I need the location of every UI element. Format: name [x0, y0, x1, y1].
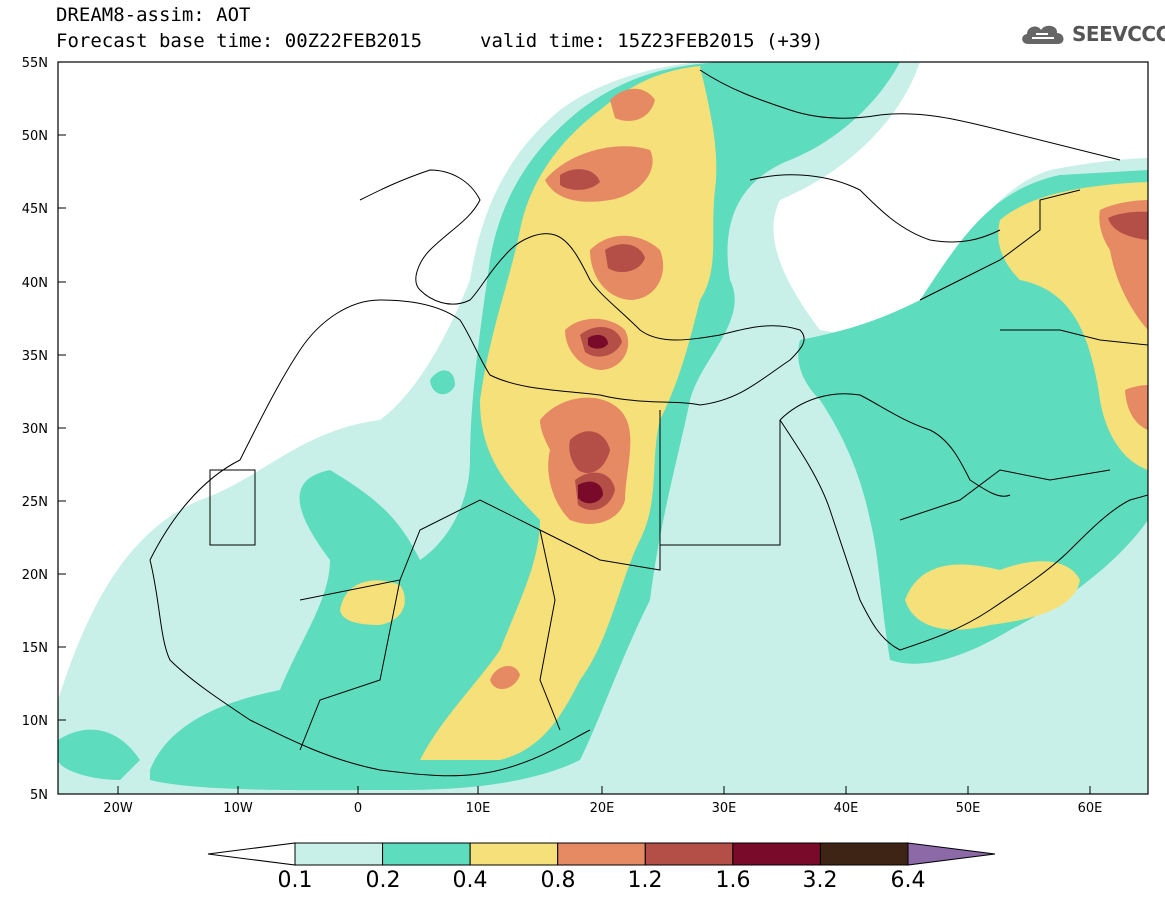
legend-label-3.2: 3.2	[802, 868, 838, 893]
lon-label-10e: 10E	[466, 801, 491, 816]
lat-label-5n: 5N	[30, 788, 48, 803]
map-title: DREAM8-assim: AOT	[56, 4, 251, 26]
color-bar-segment	[469, 842, 559, 866]
lat-label-50n: 50N	[22, 129, 48, 144]
legend-label-6.4: 6.4	[890, 868, 926, 893]
color-bar-low-arrow	[207, 842, 296, 866]
legend-label-1.6: 1.6	[715, 868, 751, 893]
legend-label-0.4: 0.4	[452, 868, 488, 893]
coastlines	[149, 69, 1148, 777]
aot-field	[58, 62, 1148, 794]
lon-label-60e: 60E	[1078, 801, 1103, 816]
legend-label-1.2: 1.2	[627, 868, 663, 893]
legend-label-0.1: 0.1	[277, 868, 313, 893]
lon-label-50e: 50E	[956, 801, 981, 816]
color-bar-segment	[557, 842, 646, 866]
lon-label-20e: 20E	[590, 801, 615, 816]
lat-label-20n: 20N	[22, 568, 48, 583]
lat-ticks	[58, 61, 66, 795]
lat-labels: 55N 50N 45N 40N 35N 30N 25N 20N 15N 10N …	[22, 56, 48, 803]
color-bar-segment	[294, 842, 384, 866]
color-bar-segment	[644, 842, 734, 866]
cloud-icon	[1022, 25, 1064, 44]
color-bar-segment	[382, 842, 471, 866]
lon-label-10w: 10W	[223, 801, 253, 816]
valid-time: valid time: 15Z23FEB2015 (+39)	[480, 30, 824, 52]
lat-label-55n: 55N	[22, 56, 48, 71]
color-bar-segment	[732, 842, 821, 866]
lon-label-30e: 30E	[712, 801, 737, 816]
color-bar-high-arrow	[907, 842, 996, 866]
logo-text: SEEVCCC	[1072, 22, 1165, 46]
seevccc-logo: SEEVCCC	[1018, 20, 1165, 48]
lat-label-10n: 10N	[22, 714, 48, 729]
lon-label-20w: 20W	[103, 801, 133, 816]
lat-label-25n: 25N	[22, 495, 48, 510]
lat-label-40n: 40N	[22, 276, 48, 291]
lat-label-45n: 45N	[22, 202, 48, 217]
lon-ticks	[117, 786, 1091, 794]
lon-labels: 20W 10W 0 10E 20E 30E 40E 50E 60E	[103, 801, 1102, 816]
lon-label-0: 0	[354, 801, 362, 816]
lon-label-40e: 40E	[834, 801, 859, 816]
legend-label-0.8: 0.8	[540, 868, 576, 893]
lat-label-35n: 35N	[22, 349, 48, 364]
color-bar-segment	[819, 842, 909, 866]
legend-label-0.2: 0.2	[365, 868, 401, 893]
lat-label-15n: 15N	[22, 641, 48, 656]
lat-label-30n: 30N	[22, 422, 48, 437]
color-bar	[207, 842, 996, 866]
forecast-base-time: Forecast base time: 00Z22FEB2015	[56, 30, 423, 52]
